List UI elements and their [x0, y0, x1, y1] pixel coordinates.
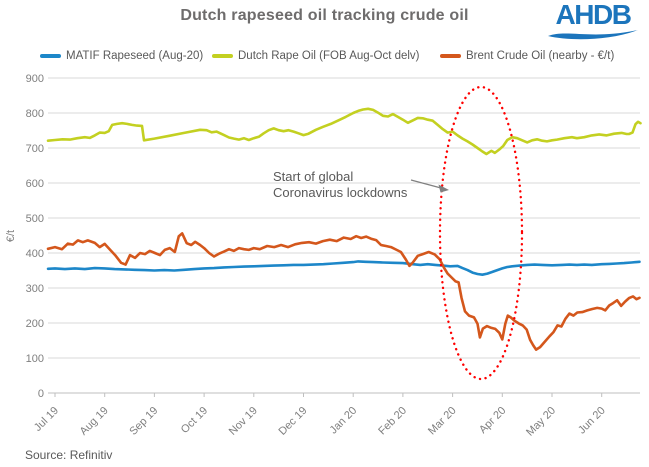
svg-text:Aug 19: Aug 19: [78, 405, 111, 438]
series-line-2: [46, 232, 641, 351]
legend-item-matif: MATIF Rapeseed (Aug-20): [40, 50, 203, 62]
legend-label-matif: MATIF Rapeseed (Aug-20): [66, 50, 204, 62]
ahdb-logo-text: AHDB: [555, 0, 632, 30]
svg-text:Jan 20: Jan 20: [327, 405, 359, 437]
svg-text:800: 800: [26, 108, 44, 120]
svg-text:400: 400: [26, 248, 44, 260]
svg-text:Nov 19: Nov 19: [227, 405, 260, 438]
svg-text:Jul 19: Jul 19: [32, 405, 61, 434]
legend-label-brent: Brent Crude Oil (nearby - €/t): [466, 50, 615, 62]
chart-annotations: Start of global Coronavirus lockdowns: [273, 85, 524, 381]
x-axis-ticks: Jul 19 Aug 19 Sep 19 Oct 19 Nov 19 Dec 19 Jan …: [32, 393, 608, 439]
series-line-1: [46, 107, 642, 156]
chart-title: Dutch rapeseed oil tracking crude oil: [180, 7, 469, 24]
legend-label-rape-oil: Dutch Rape Oil (FOB Aug-Oct delv): [238, 50, 420, 62]
svg-text:100: 100: [26, 353, 44, 365]
legend-swatch-rape-oil: [212, 54, 233, 58]
annotation-text-line2: Coronavirus lockdowns: [273, 185, 408, 200]
svg-text:Sep 19: Sep 19: [127, 405, 160, 438]
source-caption: Source: Refinitiv: [25, 448, 113, 462]
svg-text:0: 0: [38, 388, 44, 400]
legend-item-brent: Brent Crude Oil (nearby - €/t): [440, 50, 614, 62]
annotation-arrow: [410, 179, 449, 193]
annotation-text-line1: Start of global: [273, 169, 353, 184]
svg-text:May 20: May 20: [524, 405, 558, 439]
svg-text:900: 900: [26, 73, 44, 85]
svg-text:300: 300: [26, 283, 44, 295]
svg-text:Oct 19: Oct 19: [179, 405, 210, 436]
chart-legend: MATIF Rapeseed (Aug-20) Dutch Rape Oil (…: [0, 50, 649, 64]
ahdb-logo: AHDB: [547, 0, 639, 42]
legend-swatch-matif: [40, 54, 61, 58]
svg-text:Dec 19: Dec 19: [276, 405, 309, 438]
gridlines: [48, 77, 640, 394]
svg-text:500: 500: [26, 213, 44, 225]
legend-item-rape-oil: Dutch Rape Oil (FOB Aug-Oct delv): [212, 50, 420, 62]
svg-text:Jun 20: Jun 20: [576, 405, 608, 437]
svg-text:Feb 20: Feb 20: [376, 405, 409, 438]
svg-text:Apr 20: Apr 20: [477, 405, 508, 436]
ahdb-wave-icon: [548, 30, 638, 40]
covid-ellipse: [438, 85, 524, 381]
svg-text:Mar 20: Mar 20: [426, 405, 459, 438]
svg-text:200: 200: [26, 318, 44, 330]
y-axis-ticks: 0 100 200 300 400 500 600 700 800 900: [26, 73, 44, 400]
series-line-0: [46, 260, 641, 277]
svg-text:700: 700: [26, 143, 44, 155]
legend-swatch-brent: [440, 54, 461, 58]
svg-text:600: 600: [26, 178, 44, 190]
